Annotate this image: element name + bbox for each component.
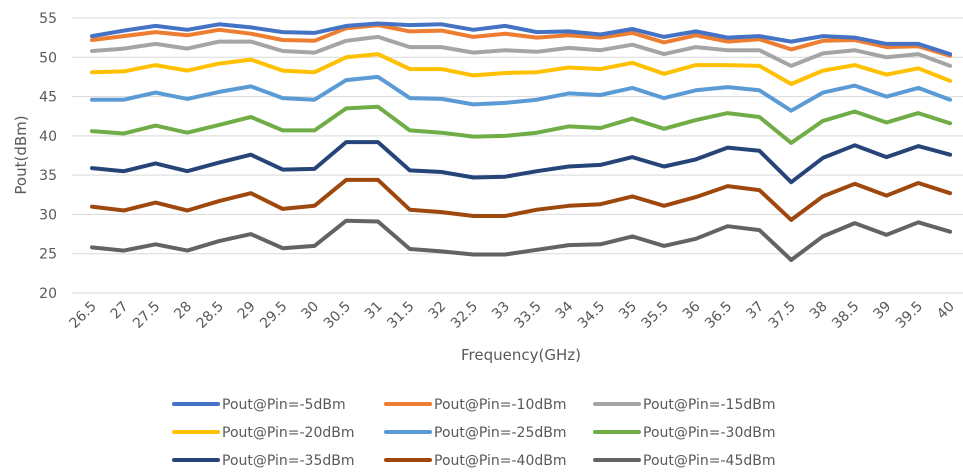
legend-item: Pout@Pin=-30dBm <box>593 425 776 441</box>
x-tick-label: 27 <box>108 299 132 323</box>
legend-label: Pout@Pin=-10dBm <box>434 397 567 413</box>
legend-item: Pout@Pin=-15dBm <box>593 397 776 413</box>
legend-label: Pout@Pin=-35dBm <box>222 453 355 469</box>
y-tick-label: 30 <box>39 207 57 223</box>
legend: Pout@Pin=-5dBm Pout@Pin=-10dBm Pout@Pin=-1… <box>172 397 776 469</box>
x-tick-label: 29.5 <box>257 299 290 332</box>
x-tick-label: 34.5 <box>575 299 608 332</box>
legend-item: Pout@Pin=-20dBm <box>172 425 355 441</box>
x-tick-label: 34 <box>553 298 577 322</box>
x-tick-label: 27.5 <box>130 299 163 332</box>
legend-item: Pout@Pin=-40dBm <box>384 453 567 469</box>
series-line-8 <box>90 177 953 222</box>
legend-label: Pout@Pin=-5dBm <box>222 397 346 413</box>
y-tick-label: 25 <box>39 247 57 263</box>
x-tick-label: 37 <box>743 299 767 323</box>
x-tick-label: 26.5 <box>66 299 99 332</box>
x-tick-label: 33 <box>489 299 513 323</box>
legend-item: Pout@Pin=-5dBm <box>172 397 346 413</box>
x-tick-label: 30 <box>298 299 322 323</box>
x-tick-label: 39 <box>870 299 894 323</box>
x-tick-label: 36.5 <box>702 299 735 332</box>
x-tick-label: 31 <box>362 299 386 323</box>
x-tick-label: 36 <box>680 298 704 322</box>
series-line-4 <box>90 52 953 86</box>
x-tick-label: 39.5 <box>893 299 926 332</box>
legend-label: Pout@Pin=-15dBm <box>643 397 776 413</box>
y-axis-tick-labels: 20 25 30 35 40 45 50 55 <box>39 11 57 302</box>
y-tick-label: 50 <box>39 50 57 66</box>
x-tick-label: 40 <box>934 299 958 323</box>
legend-item: Pout@Pin=-35dBm <box>172 453 355 469</box>
legend-label: Pout@Pin=-45dBm <box>643 453 776 469</box>
y-tick-label: 35 <box>39 168 57 184</box>
y-tick-label: 40 <box>39 129 57 145</box>
x-tick-label: 33.5 <box>511 299 544 332</box>
series-line-5 <box>90 74 953 113</box>
legend-label: Pout@Pin=-25dBm <box>434 425 567 441</box>
x-tick-label: 38.5 <box>829 299 862 332</box>
x-tick-label: 37.5 <box>766 299 799 332</box>
x-tick-label: 35.5 <box>639 299 672 332</box>
x-tick-label: 32.5 <box>448 299 481 332</box>
x-tick-label: 32 <box>425 299 449 323</box>
y-axis-title: Pout(dBm) <box>12 115 30 194</box>
legend-item: Pout@Pin=-25dBm <box>384 425 567 441</box>
series-line-1 <box>90 21 953 57</box>
x-tick-label: 31.5 <box>384 299 417 332</box>
legend-label: Pout@Pin=-40dBm <box>434 453 567 469</box>
x-tick-label: 35 <box>616 299 640 323</box>
series-line-3 <box>90 34 953 68</box>
series-line-2 <box>90 23 953 58</box>
x-tick-label: 28 <box>171 299 195 323</box>
legend-item: Pout@Pin=-45dBm <box>593 453 776 469</box>
legend-label: Pout@Pin=-30dBm <box>643 425 776 441</box>
series-lines <box>90 21 953 262</box>
x-tick-label: 29 <box>235 299 259 323</box>
y-tick-label: 20 <box>39 286 57 302</box>
y-tick-label: 45 <box>39 90 57 106</box>
series-line-7 <box>90 140 953 185</box>
y-tick-label: 55 <box>39 11 57 27</box>
series-line-9 <box>90 218 953 262</box>
x-axis-title: Frequency(GHz) <box>461 346 581 364</box>
x-tick-label: 28.5 <box>194 299 227 332</box>
legend-label: Pout@Pin=-20dBm <box>222 425 355 441</box>
x-tick-label: 30.5 <box>321 299 354 332</box>
legend-item: Pout@Pin=-10dBm <box>384 397 567 413</box>
x-tick-label: 38 <box>807 299 831 323</box>
series-line-6 <box>90 104 953 145</box>
